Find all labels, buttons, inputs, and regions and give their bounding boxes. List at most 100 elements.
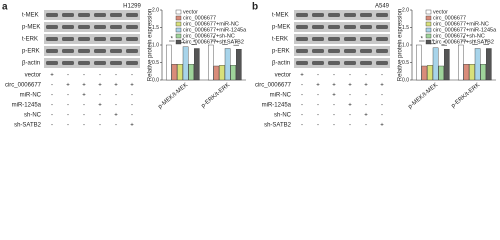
significance-star: * [193, 40, 196, 46]
blot-band [296, 37, 308, 41]
legend-label: circ_0006677+sh-SATB2 [183, 39, 244, 45]
blot-band [344, 37, 356, 41]
blot-strip [44, 22, 140, 32]
bar [171, 64, 178, 81]
legend-swatch [175, 21, 182, 27]
cell-line: A549 [375, 4, 390, 10]
blot-band [126, 61, 138, 65]
treatment-sign: - [131, 93, 133, 99]
blot-band [46, 49, 58, 53]
treatment-sign: - [333, 123, 335, 129]
treatment-sign: - [365, 73, 367, 79]
blot-band [296, 61, 308, 65]
legend-label: circ_0006677 [183, 15, 216, 21]
treatment-label: miR-1245a [262, 103, 292, 109]
blot-band [312, 49, 324, 53]
blot-band [94, 25, 106, 29]
treatment-sign: - [381, 113, 383, 119]
treatment-sign: + [130, 123, 134, 129]
treatment-sign: + [380, 83, 384, 89]
blot-band [46, 13, 58, 17]
cell-line: H1299 [123, 4, 141, 10]
treatment-sign: + [98, 83, 102, 89]
treatment-sign: - [317, 73, 319, 79]
blot-band [360, 13, 372, 17]
treatment-label: miR-1245a [12, 103, 42, 109]
y-tick-label: 0.5 [152, 60, 159, 66]
legend-label: circ_0006677+miR-1245a [433, 27, 497, 33]
treatment-sign: - [115, 73, 117, 79]
treatment-sign: + [66, 83, 70, 89]
treatment-sign: + [332, 83, 336, 89]
treatment-label: sh-SATB2 [14, 123, 42, 129]
legend-swatch [425, 9, 432, 15]
treatment-sign: - [51, 113, 53, 119]
bar [224, 48, 231, 81]
treatment-sign: - [333, 73, 335, 79]
bar [427, 65, 433, 81]
blot-band [328, 25, 340, 29]
y-tick-label: 0.5 [402, 60, 409, 66]
treatment-sign: + [332, 93, 336, 99]
blot-band [94, 49, 106, 53]
treatment-label: circ_0006677 [5, 83, 42, 89]
blot-band [360, 25, 372, 29]
significance-star: * [235, 41, 238, 47]
treatment-sign: + [348, 83, 352, 89]
treatment-label: miR-NC [20, 93, 42, 99]
treatment-sign: - [51, 103, 53, 109]
blot-band [360, 37, 372, 41]
y-tick-label: 0.0 [152, 77, 159, 83]
blot-strip [44, 10, 140, 20]
treatment-sign: - [131, 103, 133, 109]
treatment-sign: - [365, 123, 367, 129]
blot-label: p-ERK [272, 49, 290, 55]
treatment-sign: + [364, 113, 368, 119]
blot-band [344, 49, 356, 53]
legend-swatch [425, 27, 432, 33]
blot-band [328, 49, 340, 53]
treatment-sign: - [365, 93, 367, 99]
bar [213, 65, 220, 81]
blot-strip [294, 58, 390, 68]
significance-star: * [485, 40, 488, 46]
y-tick-label: 1.5 [152, 25, 159, 31]
treatment-sign: - [67, 93, 69, 99]
legend-swatch [425, 33, 432, 39]
bar [177, 64, 183, 81]
blot-band [78, 37, 90, 41]
treatment-sign: + [50, 73, 54, 79]
blot-band [344, 61, 356, 65]
blot-label: β-actin [272, 61, 290, 67]
treatment-sign: + [114, 83, 118, 89]
blot-band [78, 61, 90, 65]
treatment-sign: - [51, 83, 53, 89]
treatment-sign: - [51, 93, 53, 99]
treatment-sign: - [99, 113, 101, 119]
bar [486, 48, 492, 81]
treatment-sign: - [317, 113, 319, 119]
legend-label: vector [433, 9, 448, 15]
blot-band [328, 61, 340, 65]
panel-letter: a [2, 2, 8, 13]
blot-band [110, 13, 122, 17]
blot-label: t-ERK [272, 37, 288, 43]
bar [480, 64, 487, 81]
blot-band [94, 61, 106, 65]
treatment-sign: - [99, 73, 101, 79]
bar [188, 64, 195, 81]
blot-band [360, 61, 372, 65]
x-tick-label: p-MEK/t-MEK [407, 82, 439, 110]
legend-label: circ_0006677+miR-NC [183, 21, 239, 27]
legend-label: circ_0006677+miR-1245a [183, 27, 247, 33]
significance-star: * [463, 37, 466, 43]
treatment-sign: - [317, 103, 319, 109]
blot-strip [44, 34, 140, 44]
treatment-sign: - [83, 73, 85, 79]
blot-label: β-actin [22, 61, 40, 67]
treatment-sign: - [301, 123, 303, 129]
legend-swatch [175, 27, 182, 33]
treatment-sign: - [51, 123, 53, 129]
blot-band [376, 25, 388, 29]
blot-strip [44, 58, 140, 68]
